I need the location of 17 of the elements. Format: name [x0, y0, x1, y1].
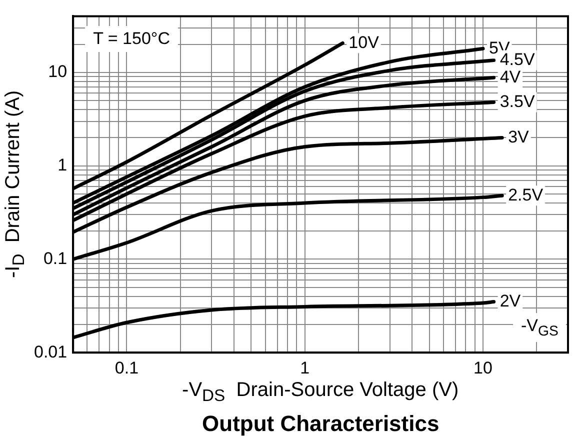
series-label: 2.5V: [508, 185, 544, 204]
annotation: -V$_{GS}$: [513, 312, 566, 342]
y-tick-label: 10: [48, 62, 68, 82]
x-tick-label: 0.1: [114, 358, 139, 378]
y-tick-label: 0.1: [43, 248, 68, 268]
series-label: 4V: [500, 67, 522, 86]
y-tick-label: 0.01: [34, 342, 68, 362]
series-label: 3V: [508, 127, 530, 146]
series-label: 2V: [500, 291, 522, 310]
annotation: T = 150°C: [85, 26, 178, 52]
y-tick-label: 1: [58, 156, 68, 175]
text: Output Characteristics: [202, 410, 440, 437]
x-tick-label: 10: [474, 358, 492, 378]
series-label: 10V: [348, 32, 380, 52]
x-tick-label: 1: [300, 358, 310, 378]
x-axis-title: -V$_{DS}$ Drain-Source Voltage (V): [182, 378, 459, 406]
series-label: 3.5V: [500, 92, 536, 111]
